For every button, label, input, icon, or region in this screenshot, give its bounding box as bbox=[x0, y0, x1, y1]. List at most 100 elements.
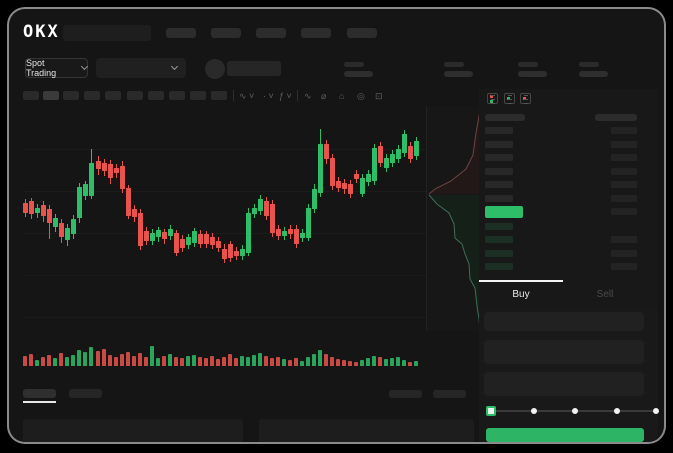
chevron-down-icon bbox=[80, 62, 89, 71]
tab-sell[interactable]: Sell bbox=[596, 289, 614, 300]
nav-item-placeholder[interactable] bbox=[347, 28, 377, 38]
amount-input[interactable] bbox=[484, 340, 644, 364]
bottom-action-placeholder[interactable] bbox=[389, 390, 422, 398]
candle-body bbox=[330, 158, 335, 186]
nav-item-placeholder[interactable] bbox=[301, 28, 331, 38]
ticker-stat-value-placeholder bbox=[518, 71, 547, 77]
volume-bar bbox=[354, 362, 358, 366]
timeframe-button-placeholder[interactable] bbox=[169, 91, 185, 100]
volume-bar bbox=[414, 361, 418, 366]
volume-bar bbox=[192, 355, 196, 366]
ask-price-placeholder[interactable] bbox=[485, 168, 513, 175]
timeframe-button-placeholder[interactable] bbox=[190, 91, 206, 100]
ask-amount-placeholder[interactable] bbox=[611, 195, 637, 202]
bottom-action-placeholder[interactable] bbox=[433, 390, 466, 398]
pair-name-placeholder bbox=[227, 61, 281, 76]
ask-amount-placeholder[interactable] bbox=[611, 154, 637, 161]
bid-price-placeholder[interactable] bbox=[485, 223, 513, 230]
volume-bar bbox=[83, 352, 87, 366]
price-input[interactable] bbox=[484, 312, 644, 331]
ask-price-placeholder[interactable] bbox=[485, 181, 513, 188]
bottom-tab-underline bbox=[23, 401, 56, 403]
candle-body bbox=[300, 233, 305, 238]
ask-amount-placeholder[interactable] bbox=[611, 127, 637, 134]
candle-body bbox=[23, 203, 28, 213]
volume-bar bbox=[408, 362, 412, 366]
market-type-dropdown[interactable]: Spot Trading bbox=[25, 58, 89, 78]
bid-amount-placeholder[interactable] bbox=[611, 236, 637, 243]
bid-amount-placeholder[interactable] bbox=[611, 250, 637, 257]
candle-body bbox=[83, 184, 88, 196]
amount-slider-handle[interactable] bbox=[486, 406, 496, 416]
submit-order-button[interactable] bbox=[486, 428, 644, 442]
book-icon-line bbox=[491, 95, 495, 96]
timeframe-button-placeholder[interactable] bbox=[105, 91, 121, 100]
volume-bar bbox=[132, 356, 136, 366]
chart-gridline bbox=[23, 317, 426, 318]
chart-type-icon[interactable]: ∿ ˅ bbox=[239, 91, 255, 101]
fullscreen-icon[interactable]: ⊡ bbox=[375, 91, 383, 101]
total-input[interactable] bbox=[484, 372, 644, 396]
candle-body bbox=[384, 158, 389, 168]
ask-price-placeholder[interactable] bbox=[485, 127, 513, 134]
timeframe-button-placeholder[interactable] bbox=[211, 91, 227, 100]
candle-body bbox=[108, 164, 113, 178]
pair-select[interactable] bbox=[96, 58, 186, 78]
nav-item-placeholder[interactable] bbox=[166, 28, 196, 38]
ask-price-placeholder[interactable] bbox=[485, 141, 513, 148]
slider-stop-dot[interactable] bbox=[653, 408, 659, 414]
slider-stop-dot[interactable] bbox=[614, 408, 620, 414]
bid-price-placeholder[interactable] bbox=[485, 263, 513, 270]
slider-stop-dot[interactable] bbox=[572, 408, 578, 414]
book-asks-icon[interactable] bbox=[520, 93, 531, 104]
book-icon-line bbox=[507, 99, 512, 100]
book-both-icon[interactable] bbox=[487, 93, 498, 104]
tab-buy[interactable]: Buy bbox=[512, 289, 530, 300]
volume-bar bbox=[89, 347, 93, 366]
nav-item-placeholder[interactable] bbox=[211, 28, 241, 38]
bid-price-placeholder[interactable] bbox=[485, 236, 513, 243]
ask-amount-placeholder[interactable] bbox=[611, 208, 637, 215]
bid-amount-placeholder[interactable] bbox=[611, 263, 637, 270]
volume-bar bbox=[53, 358, 57, 366]
pair-avatar bbox=[205, 59, 225, 79]
book-icon-mark bbox=[490, 95, 493, 98]
candle-body bbox=[270, 204, 275, 233]
timeframe-button-placeholder[interactable] bbox=[23, 91, 39, 100]
bottom-tab-placeholder[interactable] bbox=[69, 389, 102, 398]
last-price-badge[interactable] bbox=[485, 206, 523, 218]
settings-icon[interactable]: ◎ bbox=[357, 91, 365, 101]
ask-price-placeholder[interactable] bbox=[485, 195, 513, 202]
volume-bar bbox=[216, 359, 220, 366]
book-icon-line bbox=[491, 99, 495, 100]
bid-price-placeholder[interactable] bbox=[485, 250, 513, 257]
ask-amount-placeholder[interactable] bbox=[611, 168, 637, 175]
line-style-icon[interactable]: ∿ bbox=[304, 91, 312, 101]
candle-body bbox=[150, 233, 155, 241]
okx-logo: OKX bbox=[23, 22, 60, 42]
candle-body bbox=[402, 134, 407, 153]
ask-amount-placeholder[interactable] bbox=[611, 141, 637, 148]
snapshot-icon[interactable]: ⌂ bbox=[339, 91, 345, 101]
nav-item-placeholder[interactable] bbox=[256, 28, 286, 38]
candle-body bbox=[120, 166, 125, 189]
candle-body bbox=[222, 249, 227, 259]
book-bids-icon[interactable] bbox=[503, 93, 515, 104]
ask-price-placeholder[interactable] bbox=[485, 154, 513, 161]
timeframe-button-placeholder[interactable] bbox=[127, 91, 143, 100]
candle-body bbox=[89, 163, 94, 196]
book-icon-line bbox=[507, 103, 512, 104]
slider-stop-dot[interactable] bbox=[531, 408, 537, 414]
drawing-tool-icon[interactable]: · ˅ bbox=[263, 91, 274, 101]
candle-body bbox=[258, 199, 263, 211]
timeframe-button-placeholder[interactable] bbox=[84, 91, 100, 100]
bottom-tab-active-placeholder[interactable] bbox=[23, 389, 56, 398]
ask-amount-placeholder[interactable] bbox=[611, 181, 637, 188]
timeframe-button-placeholder[interactable] bbox=[43, 91, 59, 100]
timeframe-button-placeholder[interactable] bbox=[148, 91, 164, 100]
indicators-icon[interactable]: ƒ ˅ bbox=[279, 91, 292, 101]
candle-body bbox=[162, 232, 167, 239]
compare-icon[interactable]: ⌀ bbox=[321, 91, 327, 101]
timeframe-button-placeholder[interactable] bbox=[63, 91, 79, 100]
volume-bar bbox=[144, 357, 148, 366]
